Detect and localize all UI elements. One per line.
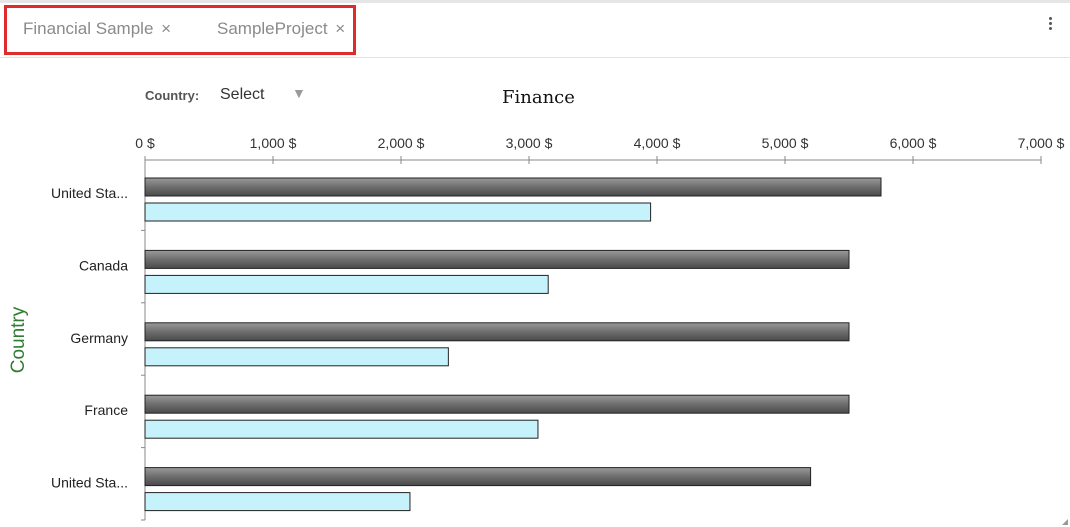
y-category-label: Germany: [70, 330, 128, 346]
y-axis-title: Country: [8, 306, 29, 373]
bar: [144, 419, 539, 439]
bar: [144, 467, 812, 487]
y-category-label: France: [84, 402, 128, 418]
tab-sample-project[interactable]: SampleProject ×: [217, 19, 345, 39]
kebab-menu-icon[interactable]: [1044, 17, 1056, 35]
chart-title: Finance: [502, 87, 575, 108]
x-tick-label: 6,000 $: [890, 135, 937, 151]
x-tick-label: 0 $: [135, 135, 155, 151]
tab-highlight-box: [4, 5, 356, 55]
tab-financial-sample[interactable]: Financial Sample ×: [23, 19, 171, 39]
resize-handle-icon[interactable]: [1062, 519, 1068, 525]
x-tick-label: 1,000 $: [250, 135, 297, 151]
x-tick-label: 3,000 $: [506, 135, 553, 151]
close-icon[interactable]: ×: [335, 19, 346, 38]
x-tick-label: 2,000 $: [378, 135, 425, 151]
y-category-label: Canada: [79, 257, 128, 273]
bar: [144, 177, 882, 197]
y-category-label: United Sta...: [51, 475, 128, 491]
x-tick-label: 5,000 $: [762, 135, 809, 151]
y-category-label: United Sta...: [51, 185, 128, 201]
close-icon[interactable]: ×: [161, 19, 172, 38]
x-tick-label: 7,000 $: [1018, 135, 1065, 151]
tab-bar: Financial Sample × SampleProject ×: [0, 3, 1070, 58]
bar: [144, 347, 449, 367]
bar: [144, 202, 652, 222]
bar: [144, 322, 850, 342]
x-tick-label: 4,000 $: [634, 135, 681, 151]
tab-label: SampleProject: [217, 19, 328, 38]
dropdown-arrow-icon[interactable]: ▼: [292, 85, 306, 101]
top-border: [0, 0, 1070, 3]
bar: [144, 492, 411, 512]
tab-label: Financial Sample: [23, 19, 154, 38]
bar: [144, 394, 850, 414]
bar: [144, 249, 850, 269]
bar: [144, 274, 549, 294]
country-filter-label: Country:: [145, 88, 200, 103]
country-filter-select[interactable]: Select: [220, 86, 265, 103]
